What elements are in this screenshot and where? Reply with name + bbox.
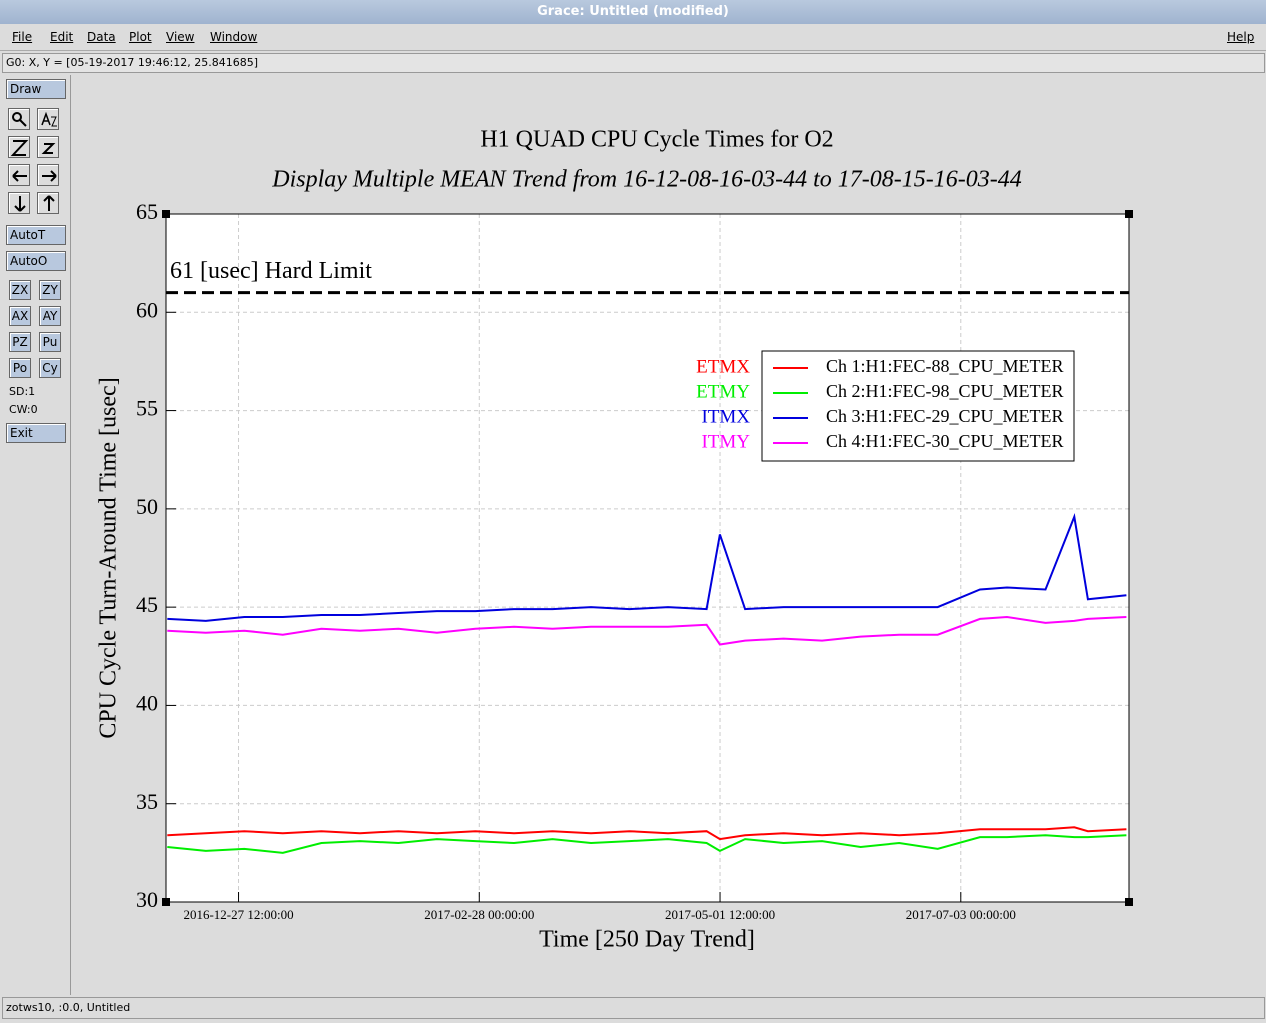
- corner-handle: [162, 898, 170, 906]
- autoo-button[interactable]: AutoO: [6, 251, 66, 271]
- menu-item[interactable]: Plot: [129, 30, 152, 44]
- status-bar: zotws10, :0.0, Untitled: [2, 997, 1265, 1019]
- tool-button[interactable]: AX: [9, 306, 31, 326]
- up-button[interactable]: [37, 192, 59, 214]
- autoscale-button[interactable]: [37, 108, 59, 130]
- x-axis-label: Time [250 Day Trend]: [539, 927, 755, 953]
- tool-button[interactable]: Pu: [39, 332, 61, 352]
- hard-limit-label: 61 [usec] Hard Limit: [170, 258, 372, 284]
- x-tick-label: 2016-12-27 12:00:00: [183, 907, 293, 922]
- menu-item[interactable]: Data: [87, 30, 116, 44]
- corner-handle: [162, 210, 170, 218]
- y-tick-label: 50: [136, 494, 158, 519]
- right-button[interactable]: [37, 164, 59, 186]
- down-button[interactable]: [8, 192, 30, 214]
- plot-area: [166, 214, 1129, 902]
- menu-help[interactable]: Help: [1227, 30, 1255, 44]
- menu-item[interactable]: File: [12, 30, 33, 44]
- tool-button[interactable]: ZX: [9, 280, 31, 300]
- menu-item[interactable]: View: [166, 30, 195, 44]
- x-tick-label: 2017-07-03 00:00:00: [906, 907, 1016, 922]
- chart-subtitle: Display Multiple MEAN Trend from 16-12-0…: [271, 167, 1021, 193]
- tool-button[interactable]: AY: [39, 306, 61, 326]
- chart-title: H1 QUAD CPU Cycle Times for O2: [480, 127, 833, 153]
- tool-button[interactable]: Cy: [39, 358, 61, 378]
- corner-handle: [1125, 210, 1133, 218]
- y-tick-label: 45: [136, 592, 158, 617]
- channel-label: ITMX: [701, 406, 750, 427]
- sd-label: SD:1: [9, 385, 36, 398]
- x-tick-label: 2017-02-28 00:00:00: [424, 907, 534, 922]
- zoom-out-button[interactable]: [37, 136, 59, 158]
- y-tick-label: 30: [136, 887, 158, 912]
- y-tick-label: 55: [136, 396, 158, 421]
- zoom-in-button[interactable]: [8, 136, 30, 158]
- menu-item[interactable]: Window: [210, 30, 258, 44]
- draw-button[interactable]: Draw: [6, 79, 66, 99]
- plot-frame: [165, 213, 1130, 903]
- y-tick-label: 60: [136, 297, 158, 322]
- channel-label: ETMX: [696, 356, 750, 377]
- channel-label: ITMY: [701, 431, 750, 452]
- channel-label: ETMY: [696, 381, 750, 402]
- series-line: [167, 834, 1127, 854]
- series-line: [167, 615, 1127, 646]
- x-tick-label: 2017-05-01 12:00:00: [665, 907, 775, 922]
- menu-item[interactable]: Edit: [50, 30, 74, 44]
- y-axis-label: CPU Cycle Turn-Around Time [usec]: [96, 377, 122, 738]
- zoom-button[interactable]: [8, 108, 30, 130]
- tool-button[interactable]: PZ: [9, 332, 31, 352]
- tool-button[interactable]: ZY: [39, 280, 61, 300]
- exit-button[interactable]: Exit: [6, 423, 66, 443]
- y-tick-label: 40: [136, 690, 158, 715]
- locator: G0: X, Y = [05-19-2017 19:46:12, 25.8416…: [2, 53, 1265, 73]
- series-line: [167, 826, 1127, 841]
- cw-label: CW:0: [9, 403, 38, 416]
- legend-label: Ch 1:H1:FEC-88_CPU_METER: [826, 356, 1064, 376]
- y-tick-label: 65: [136, 199, 158, 224]
- legend-label: Ch 3:H1:FEC-29_CPU_METER: [826, 406, 1064, 426]
- left-button[interactable]: [8, 164, 30, 186]
- menubar: File Edit Data Plot View Window Help: [0, 24, 1266, 51]
- tool-button[interactable]: Po: [9, 358, 31, 378]
- legend-box: [761, 350, 1075, 462]
- legend-label: Ch 4:H1:FEC-30_CPU_METER: [826, 431, 1064, 451]
- y-tick-label: 35: [136, 789, 158, 814]
- corner-handle: [1125, 898, 1133, 906]
- chart: H1 QUAD CPU Cycle Times for O2 Display M…: [96, 127, 1133, 953]
- toolbar: Draw AutoT AutoO ZX ZY AX AY PZ Pu Po Cy…: [0, 75, 71, 995]
- series-line: [167, 512, 1127, 622]
- window-title: Grace: Untitled (modified): [0, 0, 1266, 24]
- autot-button[interactable]: AutoT: [6, 225, 66, 245]
- legend-label: Ch 2:H1:FEC-98_CPU_METER: [826, 381, 1064, 401]
